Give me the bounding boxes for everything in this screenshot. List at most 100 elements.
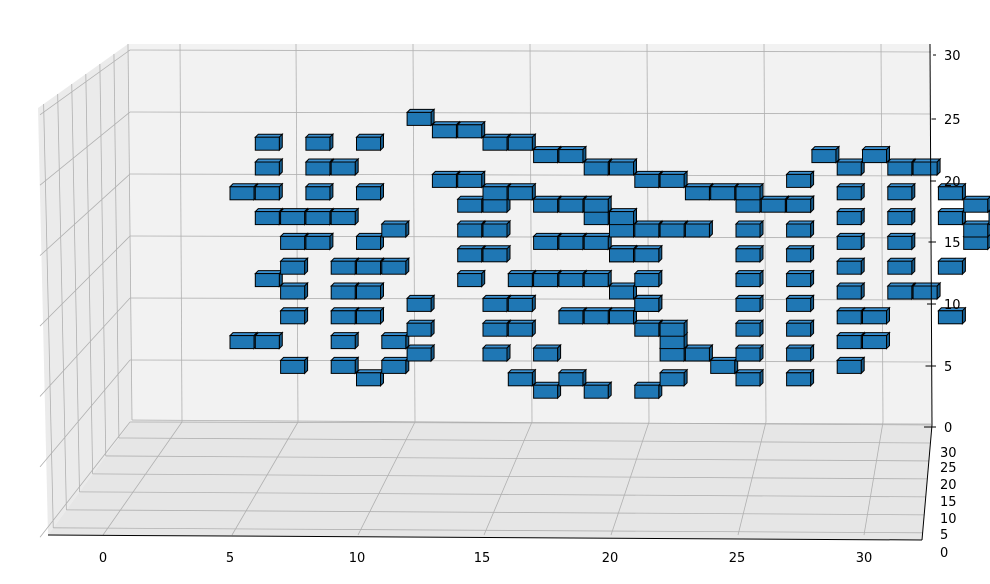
grid-lines — [39, 43, 933, 538]
voxel-left-column-3-7-front — [356, 310, 381, 325]
voxel-mid-blocks-4-front — [634, 248, 660, 263]
voxel-top-arc-6-front — [558, 149, 584, 164]
voxel-left-column-2-2-front — [305, 186, 331, 201]
grid-left-horizontal-4 — [39, 173, 131, 256]
voxel-left-column-bits-1-front — [254, 211, 280, 226]
grid-floor-depth-5 — [66, 509, 925, 516]
voxel-left-loop-2-6-front — [533, 347, 559, 362]
voxel-mid-blocks-16-front — [710, 359, 736, 374]
voxel-top-arc-7-front — [583, 161, 609, 176]
voxel-center-column-5-front — [659, 322, 685, 337]
voxel-right-top-6-front — [937, 260, 963, 275]
voxel-mid-blocks-11-front — [583, 310, 609, 325]
x-tick-label: 15 — [474, 551, 491, 566]
z-tick-label: 25 — [944, 113, 961, 128]
voxel-right-column-1-1-front — [735, 223, 761, 238]
voxel-left-column-3-9-front — [381, 359, 407, 374]
voxel-top-arc-14-front — [760, 198, 786, 213]
grid-back-horizontal-3 — [129, 235, 932, 239]
voxel-right-top-7-front — [912, 285, 938, 300]
voxel-right-column-3-6-front — [836, 310, 862, 325]
voxel-left-column-bits-5-front — [406, 322, 432, 337]
voxel-top-arc-9-front — [634, 173, 660, 188]
voxel-right-column-3-3-front — [836, 235, 862, 250]
grid-floor-x-2 — [357, 421, 416, 536]
voxel-top-arc-13-front — [735, 186, 761, 201]
grid-floor-x-1 — [231, 421, 299, 536]
voxel-left-loop-5-front — [482, 322, 508, 337]
voxel-right-column-3-2-front — [836, 211, 862, 226]
x-tick-label: 30 — [856, 551, 873, 566]
voxel-top-arc-10-front — [659, 173, 685, 188]
grid-back-vertical-5 — [763, 43, 767, 423]
voxel-left-loop-2-0-front — [482, 198, 508, 213]
voxel-top-arc-4-front — [507, 136, 533, 151]
voxel-top-arc-8-front — [609, 161, 634, 176]
voxel-left-column-1-1-front — [254, 161, 280, 176]
voxel-right-column-2-7-front — [786, 347, 812, 362]
grid-left-vertical-3 — [85, 73, 94, 474]
voxel-left-column-1-9-front — [280, 359, 306, 374]
voxel-left-column-3-5-front — [356, 260, 381, 275]
voxel-right-top-1-front — [862, 149, 887, 164]
z-tick-label: 5 — [944, 360, 952, 375]
voxel-mid-blocks-8-front — [609, 285, 634, 300]
voxel-left-column-1-7-front — [280, 310, 306, 325]
voxel-mid-blocks-7-front — [583, 273, 609, 288]
floor-pane — [48, 420, 932, 540]
voxel-left-column-2-5-front — [330, 260, 356, 275]
voxel-mid-blocks-15-front — [684, 347, 710, 362]
x-tick-label: 25 — [729, 551, 746, 566]
voxel-left-loop-2-4-front — [507, 297, 533, 312]
x-axis-line — [47, 534, 923, 541]
voxel-left-column-1-0-front — [254, 136, 280, 151]
voxel-right-tail-1-front — [963, 198, 989, 213]
y-tick-label: 20 — [940, 478, 957, 493]
axis-panes — [38, 44, 932, 540]
voxel-inner-arc-9-front — [659, 223, 685, 238]
grid-left-horizontal-1 — [39, 359, 131, 468]
voxel-right-top-3-front — [937, 186, 963, 201]
voxel-left-column-1-5-front — [280, 260, 306, 275]
voxel-left-column-3-6-front — [356, 285, 381, 300]
z-tick-label: 20 — [944, 175, 961, 190]
voxel-inner-arc-0-front — [431, 173, 457, 188]
voxel-center-column-2-front — [609, 248, 634, 263]
voxel-right-top-5-front — [963, 235, 989, 250]
voxel-left-column-2-0-front — [305, 136, 331, 151]
voxel-right-column-2-5-front — [786, 297, 812, 312]
grid-floor-depth-1 — [118, 437, 931, 444]
voxel-right-column-2-3-front — [786, 248, 812, 263]
grid-floor-depth-6 — [53, 527, 923, 534]
y-tick-label: 30 — [940, 446, 957, 461]
voxel-right-column-2-1-front — [786, 198, 812, 213]
voxel-left-column-3-4-front — [356, 235, 381, 250]
grid-floor-depth-4 — [79, 491, 926, 498]
axis-lines — [47, 43, 936, 541]
voxel-right-top-4-front — [937, 211, 963, 226]
z-tick-label: 15 — [944, 236, 961, 251]
voxel-right-column-4-7-front — [862, 335, 887, 350]
voxel-left-loop-1-front — [457, 223, 483, 238]
voxel-right-tail-2-front — [963, 223, 989, 238]
voxel-left-loop-3-front — [457, 273, 483, 288]
voxel-right-column-2-0-front — [786, 173, 812, 188]
x-tick-label: 10 — [349, 551, 366, 566]
voxel-top-arc-1-front — [431, 124, 457, 139]
voxel-left-column-2-8-front — [330, 335, 356, 350]
voxel-left-column-2-1-front — [305, 161, 331, 176]
voxel-center-column-7-front — [659, 372, 685, 387]
grid-floor-depth-3 — [92, 473, 928, 480]
voxel-left-column-2-6-front — [330, 285, 356, 300]
voxel-left-column-3-3-front — [330, 211, 356, 226]
voxel-left-column-bits-8-front — [229, 335, 255, 350]
voxel-left-column-3-2-front — [356, 186, 381, 201]
grid-back-horizontal-5 — [129, 111, 932, 115]
voxel-mid-blocks-10-front — [558, 310, 584, 325]
grid-left-horizontal-3 — [39, 235, 131, 327]
grid-left-vertical-4 — [71, 83, 80, 492]
voxel-left-column-3-1-front — [330, 161, 356, 176]
grid-left-vertical-0 — [127, 43, 133, 421]
voxel-right-column-4-0-front — [887, 161, 913, 176]
voxel-left-loop-8-front — [533, 384, 559, 399]
